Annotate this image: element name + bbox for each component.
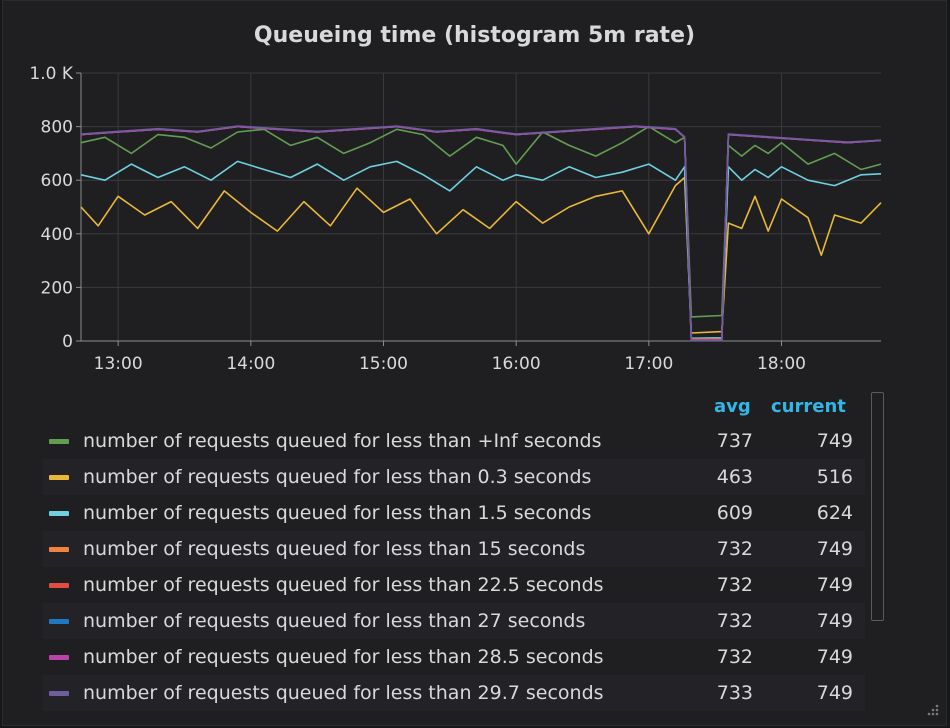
legend-current-value: 749 bbox=[816, 538, 853, 560]
y-axis: 0 200 400 600 800 1.0 K bbox=[29, 64, 82, 352]
legend-current-value: 624 bbox=[816, 502, 853, 524]
legend-current-value: 516 bbox=[816, 466, 853, 488]
series-line-7 bbox=[80, 125, 882, 342]
resize-handle-icon[interactable] bbox=[924, 703, 940, 719]
x-axis: 13:00 14:00 15:00 16:00 17:00 18:00 bbox=[81, 340, 881, 374]
legend-item[interactable]: number of requests queued for less than … bbox=[43, 459, 865, 495]
legend-avg-value: 733 bbox=[716, 682, 753, 704]
legend-swatch[interactable] bbox=[49, 691, 69, 696]
legend-header-avg[interactable]: avg bbox=[714, 396, 751, 417]
legend-item[interactable]: number of requests queued for less than … bbox=[43, 567, 865, 603]
x-tick-label: 13:00 bbox=[94, 354, 143, 374]
legend-swatch[interactable] bbox=[49, 583, 69, 588]
legend-label[interactable]: number of requests queued for less than … bbox=[83, 610, 586, 632]
chart-title: Queueing time (histogram 5m rate) bbox=[253, 23, 696, 48]
y-tick-label: 200 bbox=[41, 278, 73, 298]
legend-item[interactable]: number of requests queued for less than … bbox=[43, 531, 865, 567]
legend-current-value: 749 bbox=[816, 610, 853, 632]
legend-current-value: 749 bbox=[816, 430, 853, 452]
x-tick-label: 16:00 bbox=[492, 354, 541, 374]
y-tick-label: 400 bbox=[41, 225, 73, 245]
legend-label[interactable]: number of requests queued for less than … bbox=[83, 682, 604, 704]
series-line-1 bbox=[80, 176, 882, 334]
legend-avg-value: 463 bbox=[716, 466, 753, 488]
legend-label[interactable]: number of requests queued for less than … bbox=[83, 502, 592, 524]
legend-swatch[interactable] bbox=[49, 619, 69, 624]
legend-swatch[interactable] bbox=[49, 547, 69, 552]
x-tick-label: 18:00 bbox=[757, 354, 806, 374]
legend-swatch[interactable] bbox=[49, 475, 69, 480]
legend-avg-value: 609 bbox=[716, 502, 753, 524]
legend-avg-value: 732 bbox=[716, 574, 753, 596]
y-tick-label: 0 bbox=[62, 332, 73, 352]
legend-item[interactable]: number of requests queued for less than … bbox=[43, 423, 865, 459]
legend-avg-value: 732 bbox=[716, 610, 753, 632]
series-line-5 bbox=[80, 125, 882, 341]
series-lines bbox=[80, 125, 882, 342]
legend-avg-value: 732 bbox=[716, 538, 753, 560]
y-tick-label: 1.0 K bbox=[29, 64, 73, 84]
series-line-2 bbox=[80, 160, 882, 340]
grid bbox=[81, 72, 881, 342]
x-tick-label: 15:00 bbox=[359, 354, 408, 374]
legend-label[interactable]: number of requests queued for less than … bbox=[83, 466, 592, 488]
legend-label[interactable]: number of requests queued for less than … bbox=[83, 538, 586, 560]
legend-item[interactable]: number of requests queued for less than … bbox=[43, 495, 865, 531]
y-tick-label: 600 bbox=[41, 171, 73, 191]
legend-swatch[interactable] bbox=[49, 511, 69, 516]
legend-item[interactable]: number of requests queued for less than … bbox=[43, 639, 865, 675]
legend-avg-value: 732 bbox=[716, 646, 753, 668]
series-line-4 bbox=[80, 125, 882, 341]
legend-item[interactable]: number of requests queued for less than … bbox=[43, 675, 865, 711]
x-tick-label: 17:00 bbox=[624, 354, 673, 374]
legend-avg-value: 737 bbox=[716, 430, 753, 452]
legend: number of requests queued for less than … bbox=[43, 423, 865, 711]
legend-scrollbar[interactable] bbox=[871, 392, 884, 621]
x-tick-label: 14:00 bbox=[226, 354, 275, 374]
legend-swatch[interactable] bbox=[49, 439, 69, 444]
legend-swatch[interactable] bbox=[49, 655, 69, 660]
legend-header-current[interactable]: current bbox=[771, 396, 846, 417]
legend-label[interactable]: number of requests queued for less than … bbox=[83, 574, 604, 596]
legend-current-value: 749 bbox=[816, 574, 853, 596]
legend-item[interactable]: number of requests queued for less than … bbox=[43, 603, 865, 639]
series-line-0 bbox=[80, 125, 882, 318]
legend-label[interactable]: number of requests queued for less than … bbox=[83, 646, 604, 668]
legend-label[interactable]: number of requests queued for less than … bbox=[83, 430, 602, 452]
y-tick-label: 800 bbox=[41, 118, 73, 138]
legend-current-value: 749 bbox=[816, 646, 853, 668]
series-line-3 bbox=[80, 125, 882, 340]
legend-current-value: 749 bbox=[816, 682, 853, 704]
